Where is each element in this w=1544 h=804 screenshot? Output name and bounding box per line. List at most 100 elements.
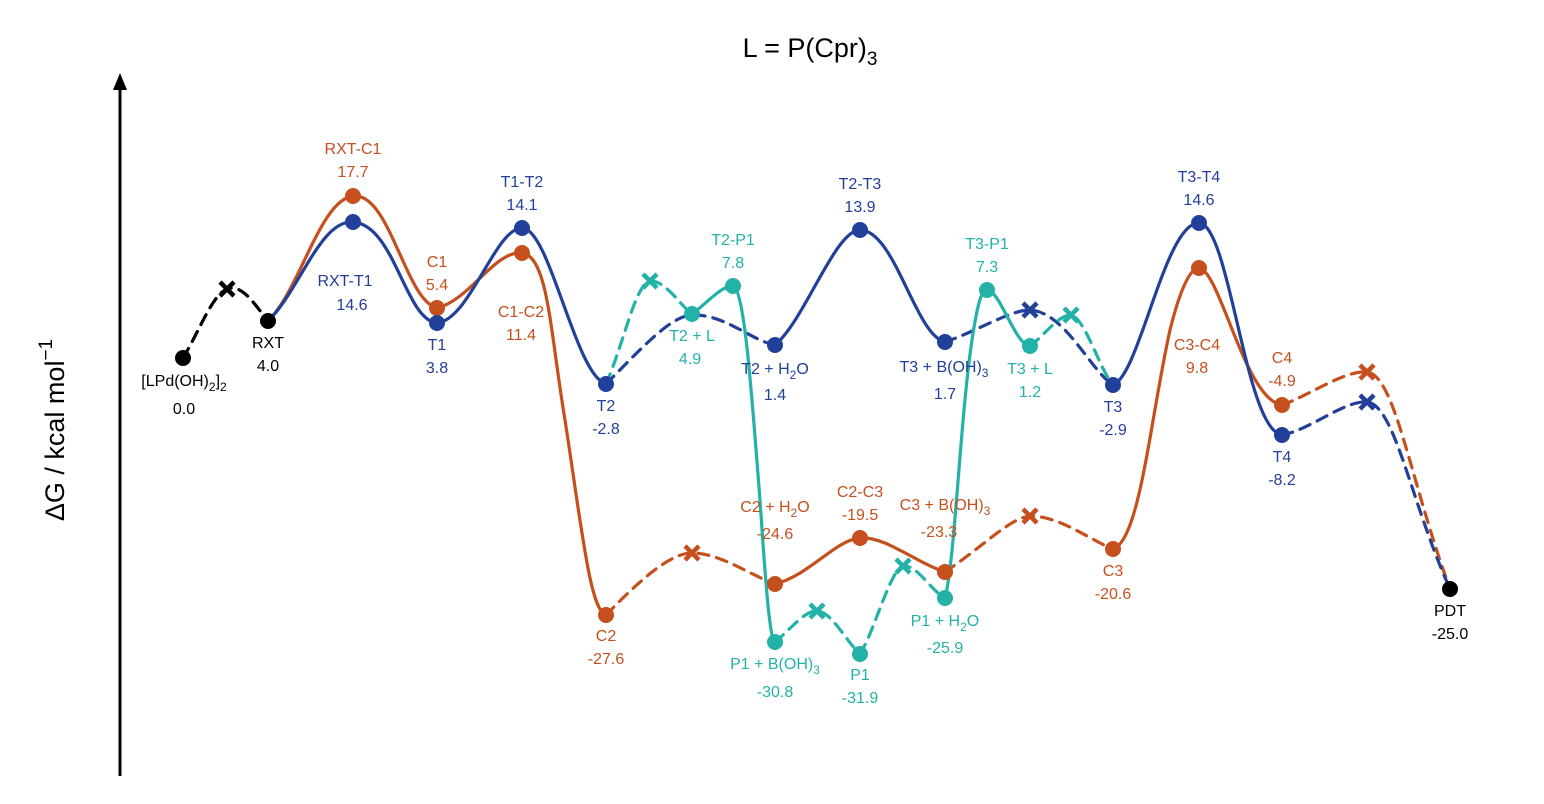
label-c2-name: C2 (596, 628, 617, 645)
node-lpd (175, 350, 191, 366)
label-t2-t3-name: T2-T3 (839, 176, 882, 193)
label-t2-h2o-name: T2 + H2O (741, 361, 809, 382)
label-c3-boh3-name: C3 + B(OH)3 (900, 497, 991, 518)
node-t2-h2o (767, 337, 783, 353)
node-t3 (1105, 377, 1121, 393)
ts-marker (1062, 306, 1080, 324)
label-t2-value: -2.8 (592, 421, 620, 438)
node-c2 (598, 607, 614, 623)
node-t2-p1 (725, 278, 741, 294)
label-c4-value: -4.9 (1268, 373, 1296, 390)
node-t3-boh3 (937, 334, 953, 350)
node-p1 (852, 646, 868, 662)
node-c3 (1105, 541, 1121, 557)
label-t3-l-name: T3 + L (1007, 361, 1053, 378)
label-lpd-value: 0.0 (173, 401, 195, 418)
orange-dashed-c4-pdt (1280, 370, 1452, 591)
label-c4-name: C4 (1272, 350, 1293, 367)
orange-curve-rxt-c2 (266, 194, 608, 617)
ts-marker (1358, 363, 1376, 381)
label-t1-t2-name: T1-T2 (501, 174, 544, 191)
label-pdt-name: PDT (1434, 603, 1466, 620)
node-t1-t2 (514, 220, 530, 236)
teal-curve-t2l-p1boh3 (690, 284, 777, 644)
transition-markers (218, 272, 1376, 620)
ts-marker (1021, 301, 1039, 319)
label-c3-name: C3 (1103, 563, 1124, 580)
node-p1-h2o (937, 590, 953, 606)
state-labels: [LPd(OH)2]2 0.0 RXT 4.0 RXT-C1 17.7 RXT-… (141, 141, 1468, 707)
label-t2-p1-value: 7.8 (722, 255, 744, 272)
label-t1-value: 3.8 (426, 360, 448, 377)
label-c3-boh3-value: -23.3 (921, 524, 958, 541)
node-t4 (1274, 427, 1290, 443)
label-t3-p1-value: 7.3 (976, 259, 998, 276)
orange-dashed-c3boh3-c3 (943, 514, 1115, 574)
y-axis: ΔG / kcal mol−1 (36, 73, 127, 776)
teal-dashed-p1boh3-p1 (773, 609, 862, 656)
node-t2-l (684, 306, 700, 322)
label-pdt-value: -25.0 (1432, 626, 1469, 643)
label-t1-name: T1 (428, 337, 447, 354)
label-c1-value: 5.4 (426, 277, 448, 294)
label-c2-h2o-name: C2 + H2O (740, 499, 809, 520)
label-c1-c2-value: 11.4 (506, 327, 536, 344)
label-t2-l-name: T2 + L (669, 328, 715, 345)
node-rxt-c1 (345, 188, 361, 204)
label-c2-value: -27.6 (588, 651, 625, 668)
ts-marker (683, 544, 701, 562)
label-p1-value: -31.9 (842, 690, 879, 707)
ts-marker (218, 280, 236, 298)
label-c3-c4-name: C3-C4 (1174, 337, 1220, 354)
label-t1-t2-value: 14.1 (506, 197, 537, 214)
ts-marker (1021, 507, 1039, 525)
label-t3-boh3-value: 1.7 (934, 386, 956, 403)
teal-dashed-t2-t2l (604, 279, 694, 386)
label-t4-name: T4 (1273, 449, 1292, 466)
node-p1-boh3 (767, 634, 783, 650)
node-t3-l (1022, 338, 1038, 354)
profile-curves (181, 194, 1452, 656)
label-t2-t3-value: 13.9 (844, 199, 875, 216)
label-t2-h2o-value: 1.4 (764, 387, 786, 404)
label-rxt-c1-name: RXT-C1 (325, 141, 382, 158)
node-rxt-t1 (345, 214, 361, 230)
y-axis-arrowhead (113, 73, 127, 90)
label-t3-value: -2.9 (1099, 422, 1127, 439)
label-t2-name: T2 (597, 398, 616, 415)
node-c1-c2 (514, 245, 530, 261)
label-t3-name: T3 (1104, 399, 1123, 416)
label-c1-name: C1 (427, 254, 448, 271)
ts-marker (808, 602, 826, 620)
label-p1-name: P1 (850, 667, 870, 684)
label-t2-l-value: 4.9 (679, 351, 701, 368)
node-c3-boh3 (937, 564, 953, 580)
label-rxt-t1-name: RXT-T1 (317, 273, 372, 290)
node-t2 (598, 376, 614, 392)
label-c3-c4-value: 9.8 (1186, 360, 1208, 377)
node-c1 (429, 300, 445, 316)
blue-curve-t2h2o-t3boh3 (773, 228, 947, 347)
label-p1-boh3-name: P1 + B(OH)3 (730, 656, 820, 677)
teal-dashed-t3l-t3 (1028, 313, 1115, 387)
label-t3-t4-value: 14.6 (1183, 192, 1214, 209)
label-rxt-c1-value: 17.7 (337, 164, 368, 181)
label-rxt-name: RXT (252, 335, 284, 352)
node-t2-t3 (852, 222, 868, 238)
node-c4 (1274, 397, 1290, 413)
label-c2-h2o-value: -24.6 (757, 526, 794, 543)
label-t3-p1-name: T3-P1 (965, 236, 1009, 253)
label-p1-h2o-name: P1 + H2O (911, 613, 980, 634)
node-rxt (260, 313, 276, 329)
node-c2-c3 (852, 530, 868, 546)
label-rxt-value: 4.0 (257, 358, 279, 375)
label-p1-boh3-value: -30.8 (757, 684, 794, 701)
label-c2-c3-value: -19.5 (842, 507, 879, 524)
blue-dashed-t2-t2h2o (604, 313, 777, 386)
node-t1 (429, 315, 445, 331)
blue-dashed-t4-pdt (1280, 400, 1452, 591)
label-lpd-name: [LPd(OH)2]2 (141, 373, 227, 394)
blue-curve-t3-t4 (1111, 221, 1284, 437)
label-p1-h2o-value: -25.9 (927, 640, 964, 657)
